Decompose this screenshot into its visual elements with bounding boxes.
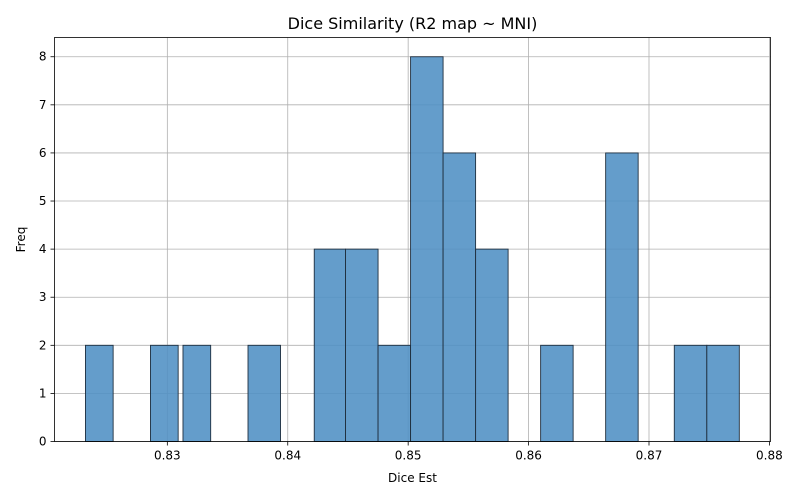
histogram-bar bbox=[410, 56, 444, 442]
plot-frame bbox=[54, 37, 771, 442]
y-tick-label: 6 bbox=[39, 146, 47, 160]
x-tick-label: 0.83 bbox=[154, 449, 181, 463]
x-axis-label: Dice Est bbox=[388, 471, 437, 485]
y-tick-label: 3 bbox=[39, 290, 47, 304]
x-axis-ticks: 0.83 0.84 0.85 0.86 0.87 0.88 bbox=[154, 441, 783, 463]
chart-title: Dice Similarity (R2 map ~ MNI) bbox=[288, 14, 538, 33]
histogram-bars bbox=[84, 56, 740, 442]
y-tick-label: 8 bbox=[39, 50, 47, 64]
histogram-bar bbox=[345, 248, 379, 442]
histogram-bar bbox=[377, 344, 412, 442]
histogram-bar bbox=[706, 344, 740, 442]
histogram-bar bbox=[247, 344, 281, 442]
histogram-bar bbox=[313, 248, 346, 442]
y-tick-label: 4 bbox=[39, 242, 47, 256]
x-tick-label: 0.85 bbox=[395, 449, 422, 463]
y-tick-label: 2 bbox=[39, 338, 47, 352]
histogram-bar bbox=[540, 344, 574, 442]
histogram-bar bbox=[182, 344, 212, 442]
x-tick-label: 0.84 bbox=[274, 449, 301, 463]
histogram-bar bbox=[84, 344, 114, 442]
histogram-bar bbox=[673, 344, 708, 442]
y-tick-label: 1 bbox=[39, 386, 47, 400]
histogram-bar bbox=[605, 152, 639, 442]
x-tick-label: 0.86 bbox=[515, 449, 542, 463]
y-axis-ticks: 0 1 2 3 4 5 6 7 8 bbox=[39, 50, 55, 449]
histogram-bar bbox=[475, 248, 509, 442]
y-tick-label: 7 bbox=[39, 98, 47, 112]
histogram-bar bbox=[150, 344, 179, 442]
histogram-bar bbox=[442, 152, 477, 442]
y-tick-label: 5 bbox=[39, 194, 47, 208]
x-tick-label: 0.88 bbox=[756, 449, 783, 463]
x-tick-label: 0.87 bbox=[636, 449, 663, 463]
y-tick-label: 0 bbox=[39, 435, 47, 449]
y-axis-label: Freq bbox=[14, 227, 28, 253]
